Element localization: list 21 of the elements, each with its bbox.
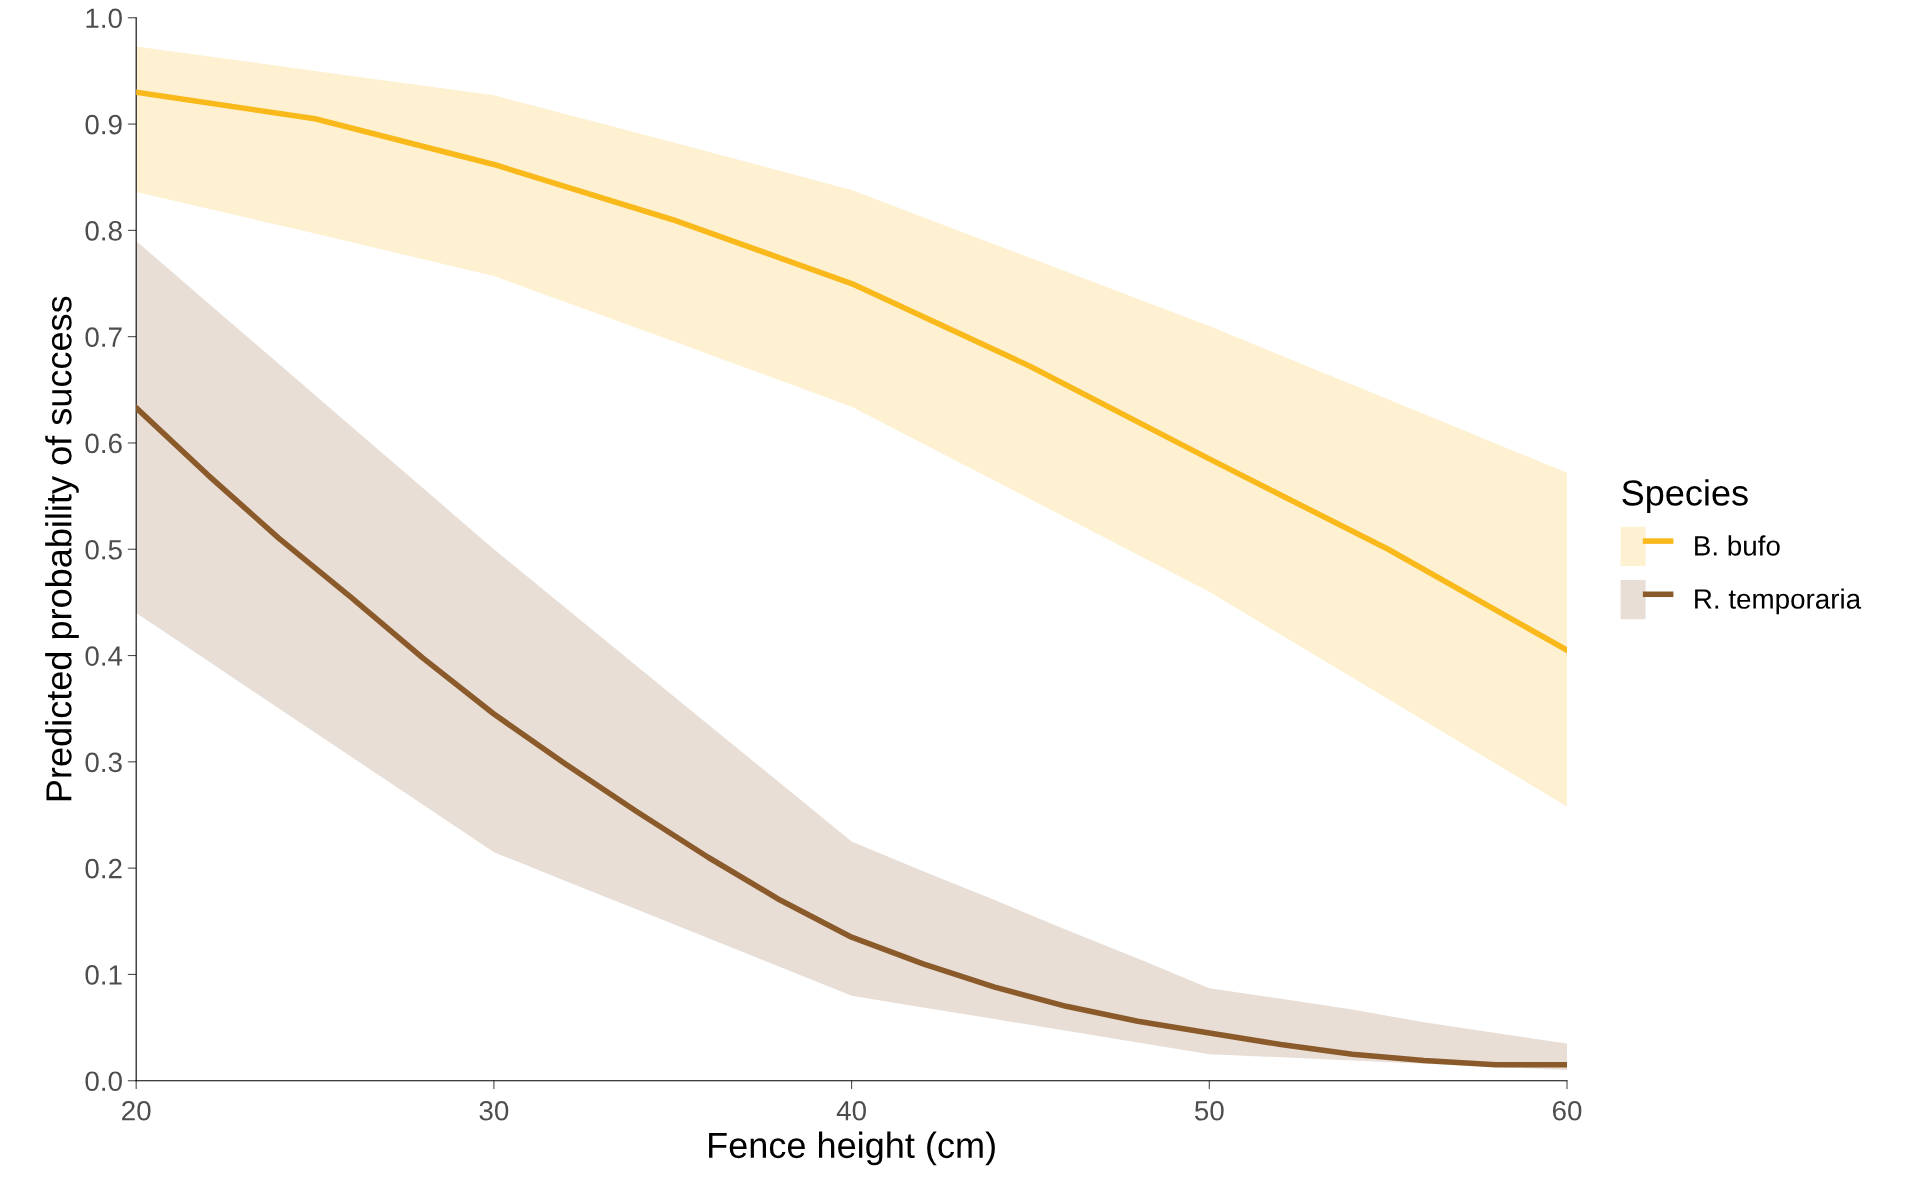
legend-label: B. bufo [1695,535,1780,556]
x-axis-title: Fence height (cm) [709,1131,995,1166]
y-tick-label: 0.6 [85,433,122,454]
y-tick-label: 0.7 [85,327,122,347]
y-tick-label: 1.0 [86,8,122,29]
y-tick-label: 0.3 [85,752,122,773]
x-tick-label: 40 [836,1100,866,1121]
y-axis-title: Predicted probability of success [45,296,79,801]
x-tick-label: 50 [1194,1100,1224,1121]
y-tick-label: 0.4 [85,646,123,666]
x-tick-label: 30 [479,1100,509,1121]
y-tick-label: 0.0 [85,1071,122,1092]
y-tick-label: 0.1 [85,965,122,985]
legend-title: Species [1622,479,1748,513]
y-tick-label: 0.9 [85,114,122,135]
x-tick-label: 20 [122,1100,151,1121]
y-tick-label: 0.2 [85,858,122,879]
y-tick-label: 0.5 [85,539,122,560]
legend-label: R. temporaria [1695,588,1862,615]
x-tick-label: 60 [1552,1100,1582,1121]
y-tick-label: 0.8 [85,221,122,241]
